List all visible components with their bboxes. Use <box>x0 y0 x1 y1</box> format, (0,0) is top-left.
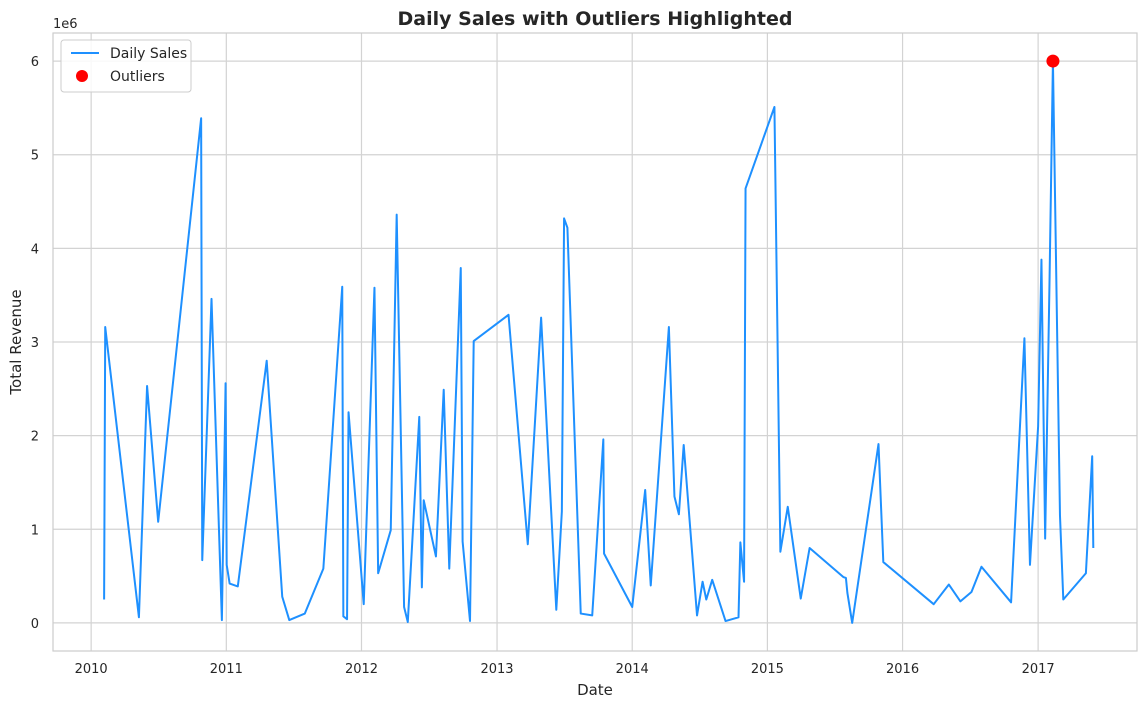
y-axis-offset-label: 1e6 <box>53 17 78 32</box>
x-tick-label: 2017 <box>1022 662 1055 677</box>
legend-entry-daily-sales: Daily Sales <box>110 46 187 62</box>
chart-title: Daily Sales with Outliers Highlighted <box>398 8 793 30</box>
legend-dot-swatch <box>76 70 88 82</box>
y-axis-label: Total Revenue <box>7 289 25 395</box>
y-tick-label: 4 <box>31 242 39 257</box>
x-tick-labels: 2010 2011 2012 2013 2014 2015 2016 2017 <box>75 662 1055 677</box>
x-axis-label: Date <box>577 681 613 699</box>
grid <box>53 33 1137 651</box>
y-tick-label: 1 <box>31 523 39 538</box>
y-tick-label: 2 <box>31 430 39 445</box>
x-tick-label: 2010 <box>75 662 108 677</box>
x-tick-label: 2012 <box>345 662 378 677</box>
y-tick-label: 6 <box>31 55 39 70</box>
legend-entry-outliers: Outliers <box>110 69 165 85</box>
x-tick-label: 2015 <box>751 662 784 677</box>
plot-frame <box>52 32 1138 652</box>
legend: Daily Sales Outliers <box>60 39 192 93</box>
outlier-point <box>1046 54 1060 68</box>
x-tick-label: 2016 <box>886 662 919 677</box>
y-tick-labels: 0 1 2 3 4 5 6 <box>31 55 39 632</box>
y-tick-label: 5 <box>31 149 39 164</box>
series-line-daily-sales <box>103 60 1095 624</box>
x-tick-label: 2014 <box>616 662 649 677</box>
y-tick-label: 3 <box>31 336 39 351</box>
x-tick-label: 2011 <box>210 662 243 677</box>
series <box>103 54 1095 624</box>
y-tick-label: 0 <box>31 617 39 632</box>
x-tick-label: 2013 <box>480 662 513 677</box>
